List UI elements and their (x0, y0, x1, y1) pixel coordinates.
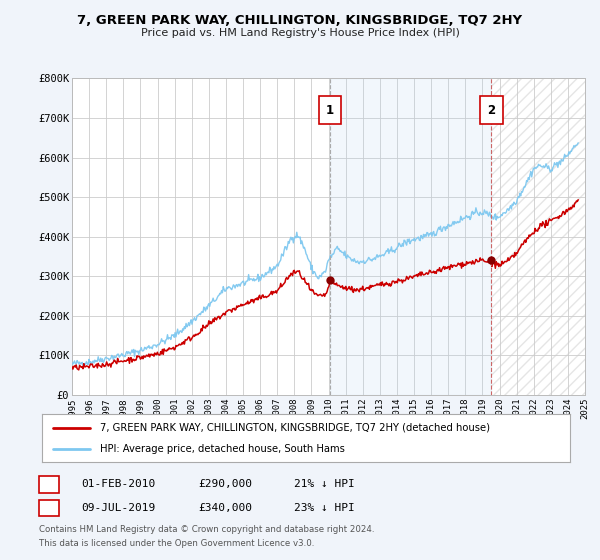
Text: 7, GREEN PARK WAY, CHILLINGTON, KINGSBRIDGE, TQ7 2HY (detached house): 7, GREEN PARK WAY, CHILLINGTON, KINGSBRI… (100, 423, 490, 433)
FancyBboxPatch shape (319, 96, 341, 124)
Text: 09-JUL-2019: 09-JUL-2019 (81, 503, 155, 513)
Text: 2: 2 (487, 104, 496, 116)
Text: 1: 1 (326, 104, 334, 116)
Text: £340,000: £340,000 (198, 503, 252, 513)
Text: £290,000: £290,000 (198, 479, 252, 489)
Text: 23% ↓ HPI: 23% ↓ HPI (294, 503, 355, 513)
Text: 01-FEB-2010: 01-FEB-2010 (81, 479, 155, 489)
Text: This data is licensed under the Open Government Licence v3.0.: This data is licensed under the Open Gov… (39, 539, 314, 548)
Text: Price paid vs. HM Land Registry's House Price Index (HPI): Price paid vs. HM Land Registry's House … (140, 28, 460, 38)
Bar (330, 78, 491, 395)
FancyBboxPatch shape (480, 96, 503, 124)
Text: 1: 1 (46, 479, 53, 489)
Text: HPI: Average price, detached house, South Hams: HPI: Average price, detached house, Sout… (100, 444, 345, 454)
Text: 2: 2 (46, 503, 53, 513)
Bar (491, 78, 585, 395)
Text: 21% ↓ HPI: 21% ↓ HPI (294, 479, 355, 489)
Text: Contains HM Land Registry data © Crown copyright and database right 2024.: Contains HM Land Registry data © Crown c… (39, 525, 374, 534)
Text: 7, GREEN PARK WAY, CHILLINGTON, KINGSBRIDGE, TQ7 2HY: 7, GREEN PARK WAY, CHILLINGTON, KINGSBRI… (77, 14, 523, 27)
